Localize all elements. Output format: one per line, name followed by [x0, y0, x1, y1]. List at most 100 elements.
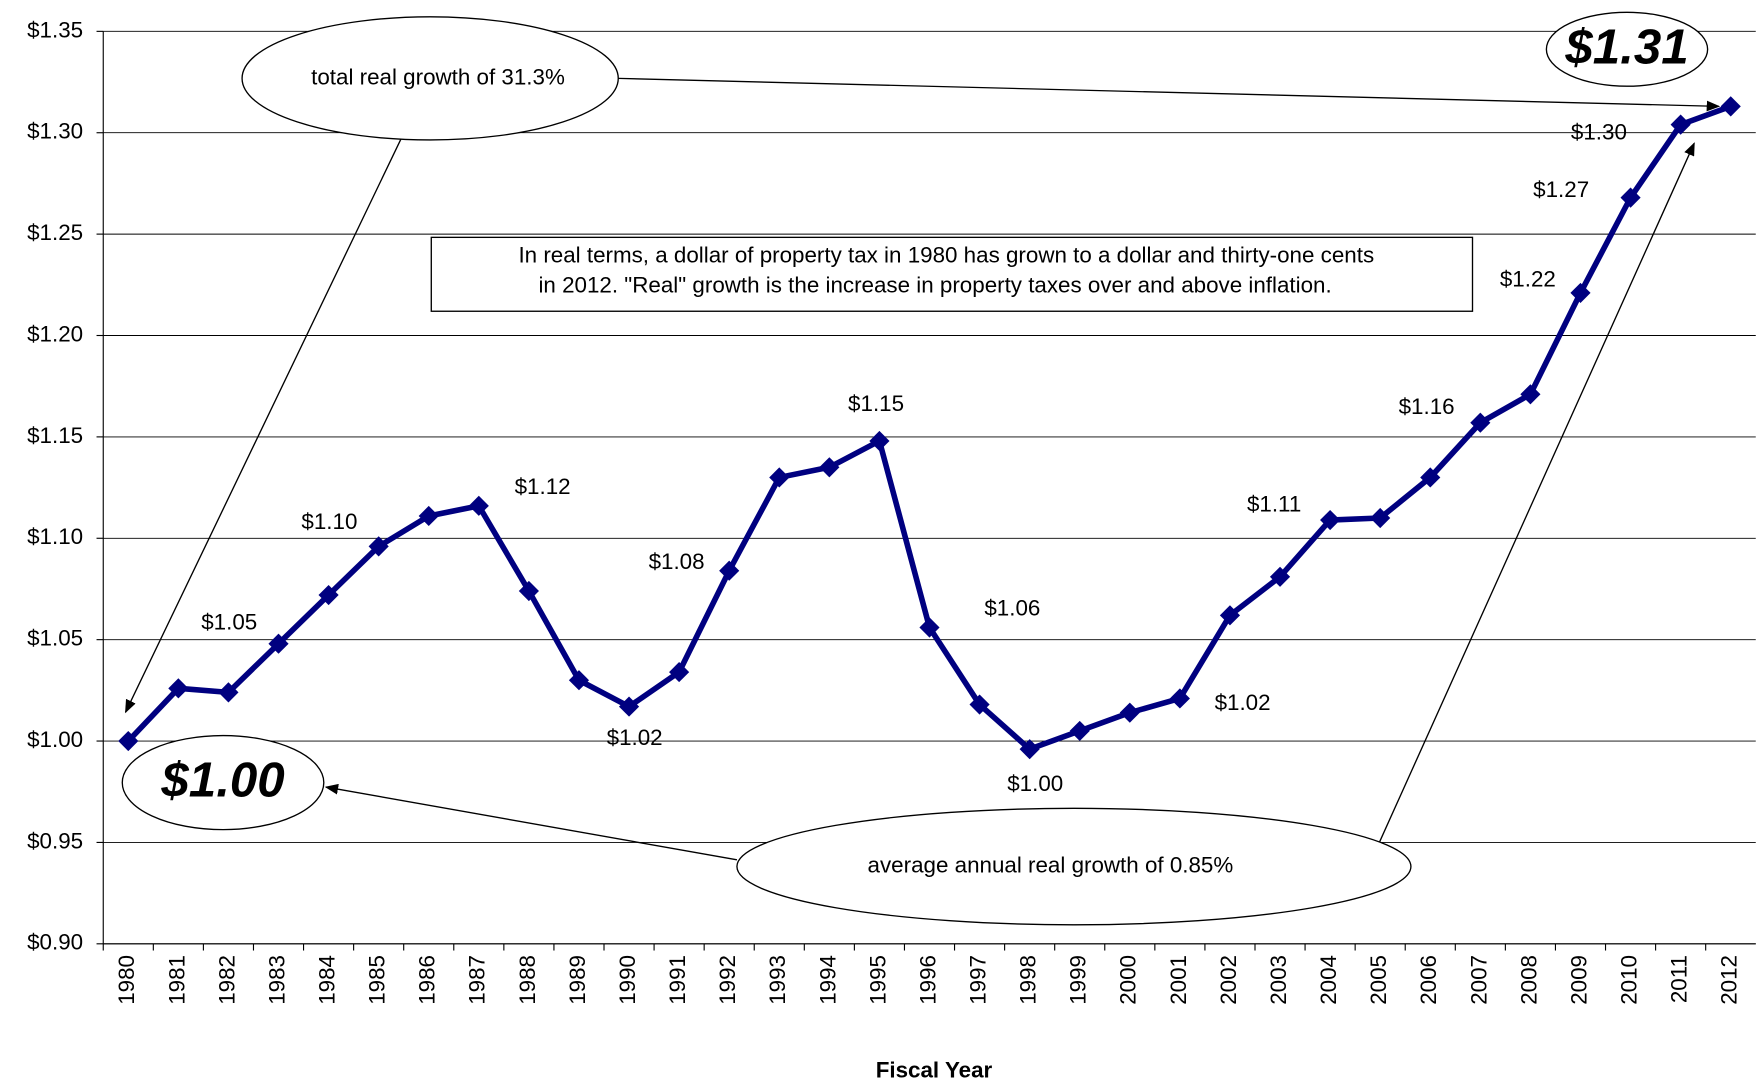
- x-tick-label: 2011: [1667, 955, 1692, 1003]
- y-tick-label: $1.20: [27, 321, 83, 346]
- marker: [218, 682, 239, 703]
- grid: [103, 30, 1756, 945]
- marker: [618, 696, 640, 717]
- x-tick-label: 1981: [164, 955, 189, 1005]
- data-label: $1.02: [1215, 690, 1271, 715]
- marker: [719, 560, 740, 581]
- series-line: [126, 103, 1732, 752]
- data-label: $1.12: [515, 474, 571, 499]
- arrow: [324, 783, 738, 861]
- callout: [736, 807, 1412, 926]
- x-tick-label: 1988: [515, 955, 540, 1005]
- x-tick-label: 2010: [1616, 955, 1641, 1005]
- callout: [241, 16, 619, 141]
- data-label-big: $1.00: [160, 753, 284, 808]
- callout: [121, 734, 325, 831]
- marker: [1570, 282, 1591, 303]
- marker: [318, 584, 339, 606]
- annotation: total real growth of 31.3%: [311, 64, 565, 89]
- marker: [669, 662, 690, 683]
- x-tick-label: 1989: [565, 955, 590, 1005]
- marker: [769, 467, 790, 488]
- marker: [969, 694, 990, 715]
- y-tick-label: $1.30: [27, 119, 83, 144]
- x-tick-label: 1994: [815, 955, 840, 1005]
- x-tick-label: 2005: [1366, 955, 1391, 1005]
- x-tick-label: 1991: [665, 955, 690, 1005]
- x-tick-label: 2008: [1516, 955, 1541, 1005]
- data-label: $1.30: [1571, 120, 1627, 145]
- x-tick-label: 1998: [1016, 955, 1041, 1005]
- marker: [568, 670, 590, 691]
- data-label: $1.22: [1500, 267, 1556, 292]
- y-tick-label: $1.00: [27, 727, 83, 752]
- x-tick-label: 1983: [264, 955, 289, 1005]
- x-tick-label: 1987: [465, 955, 490, 1005]
- arrow: [1378, 142, 1695, 843]
- x-tick-label: 2001: [1166, 955, 1191, 1005]
- marker: [1720, 96, 1741, 117]
- x-tick-label: 2009: [1566, 955, 1591, 1005]
- data-label: $1.11: [1247, 491, 1301, 516]
- x-tick-label: 2004: [1316, 955, 1341, 1005]
- x-tick-label: 1982: [214, 955, 239, 1005]
- y-tick-label: $1.05: [27, 626, 83, 651]
- arrow: [618, 77, 1721, 112]
- x-tick-label: 2002: [1216, 955, 1241, 1005]
- data-label: $1.00: [1007, 771, 1063, 796]
- annotation: In real terms, a dollar of property tax …: [518, 242, 1374, 267]
- x-tick-label: 1985: [365, 955, 390, 1005]
- marker: [1620, 187, 1641, 208]
- x-tick-label: 2012: [1717, 955, 1742, 1005]
- x-tick-label: 2003: [1266, 955, 1291, 1005]
- y-tick-label: $0.90: [27, 930, 83, 955]
- note-box: [430, 236, 1474, 312]
- marker: [919, 617, 940, 638]
- marker: [168, 678, 189, 699]
- marker: [118, 730, 139, 752]
- marker: [819, 457, 840, 478]
- data-label: $1.02: [607, 725, 663, 750]
- callout: [1545, 11, 1709, 87]
- marker: [1520, 384, 1541, 405]
- x-tick-label: 1992: [715, 955, 740, 1005]
- arrow: [125, 138, 402, 714]
- marker: [468, 495, 489, 516]
- x-tick-label: 1997: [965, 955, 990, 1005]
- x-tick-label: 1980: [114, 955, 139, 1005]
- marker: [869, 430, 890, 452]
- x-tick-label: 2007: [1466, 955, 1491, 1005]
- data-label: $1.15: [848, 391, 904, 416]
- plot: [118, 96, 1741, 760]
- x-tick-label: 1990: [615, 955, 640, 1005]
- marker: [268, 633, 289, 654]
- y-tick-label: $1.10: [27, 524, 83, 549]
- marker: [1470, 412, 1491, 433]
- annotation: average annual real growth of 0.85%: [868, 852, 1234, 877]
- x-tick-label: 1986: [415, 955, 440, 1005]
- marker: [1670, 114, 1691, 135]
- x-tick-label: 1996: [915, 955, 940, 1005]
- marker: [418, 505, 439, 527]
- marker: [368, 536, 389, 557]
- marker: [1119, 702, 1140, 723]
- y-tick-label: $1.15: [27, 423, 83, 448]
- data-label: $1.06: [984, 596, 1040, 621]
- annotation: in 2012. "Real" growth is the increase i…: [538, 273, 1331, 298]
- data-label: $1.16: [1399, 394, 1455, 419]
- marker: [1420, 467, 1441, 488]
- data-label: $1.05: [201, 609, 257, 634]
- x-tick-label: 2000: [1116, 955, 1141, 1005]
- marker: [1069, 720, 1090, 741]
- y-tick-label: $1.25: [27, 220, 83, 245]
- x-axis-title: Fiscal Year: [876, 1057, 993, 1082]
- x-tick-label: 1995: [865, 955, 890, 1005]
- data-label: $1.27: [1533, 177, 1589, 202]
- x-tick-label: 1999: [1066, 955, 1091, 1005]
- x-tick-label: 2006: [1416, 955, 1441, 1005]
- x-tick-label: 1984: [315, 955, 340, 1005]
- data-label-big: $1.31: [1564, 19, 1688, 74]
- data-label: $1.10: [301, 509, 357, 534]
- data-label: $1.08: [649, 549, 705, 574]
